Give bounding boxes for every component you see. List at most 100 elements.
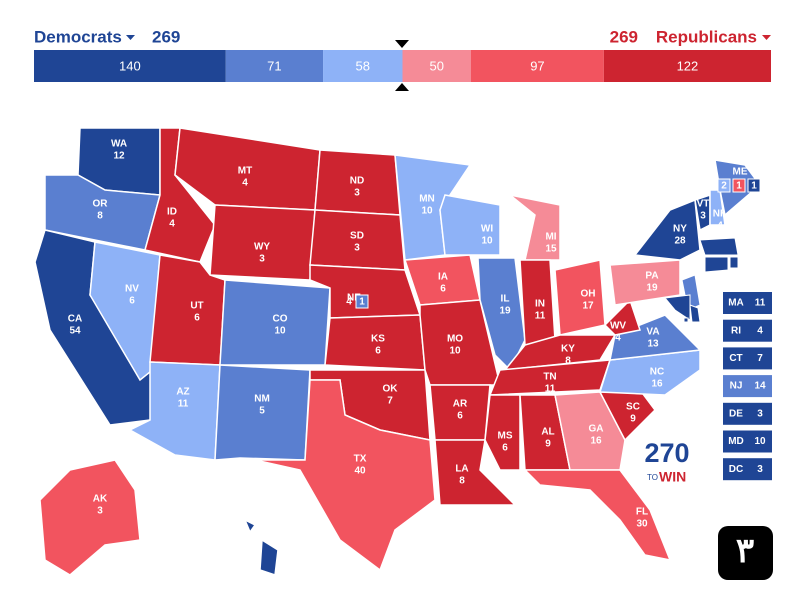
- small-state-votes: 3: [757, 464, 763, 475]
- state-shape: [39, 459, 141, 576]
- state-shape: [214, 364, 311, 461]
- ratings-bar: 140 71 58 50 97 122: [34, 50, 771, 82]
- state-label: LA: [455, 464, 468, 475]
- state-votes: 15: [545, 244, 557, 255]
- rating-segment: [34, 50, 226, 82]
- state-label: SD: [350, 231, 364, 242]
- state-votes: 6: [375, 346, 381, 357]
- state-votes: 8: [97, 211, 103, 222]
- logo-to: TO: [647, 473, 658, 482]
- state-votes: 13: [647, 339, 659, 350]
- state-votes: 7: [387, 396, 393, 407]
- small-state-box: [723, 319, 772, 342]
- state-label: CA: [68, 314, 82, 325]
- state-label: FL: [636, 507, 648, 518]
- small-state-label: CT: [729, 353, 742, 364]
- state-votes: 4: [346, 297, 352, 308]
- midpoint-marker: [395, 83, 409, 91]
- state-votes: 6: [194, 313, 200, 324]
- state-label: NE: [347, 293, 361, 304]
- state-votes: 19: [646, 283, 658, 294]
- state-votes: 3: [354, 243, 360, 254]
- state-label: IA: [438, 272, 448, 283]
- state-votes: 4: [169, 219, 175, 230]
- state-shape: [689, 304, 701, 323]
- state-votes: 3: [97, 506, 103, 517]
- state-votes: 4: [717, 221, 723, 232]
- rating-segment: [323, 50, 403, 82]
- state-label: NC: [650, 367, 664, 378]
- state-label: NH: [713, 209, 727, 220]
- state-label: AR: [453, 399, 468, 410]
- state-label: SC: [626, 402, 640, 413]
- state-votes: 40: [354, 466, 366, 477]
- democrats-total: 269: [152, 27, 180, 46]
- state-label: WV: [610, 321, 626, 332]
- state-votes: 6: [129, 296, 135, 307]
- state-label: VT: [697, 199, 710, 210]
- rating-count: 58: [356, 58, 370, 73]
- state-label: TN: [543, 372, 556, 383]
- democrats-label[interactable]: Democrats: [34, 27, 122, 46]
- state-label: KY: [561, 344, 575, 355]
- state-label: TX: [354, 454, 367, 465]
- state-shape: [664, 294, 691, 321]
- dropdown-arrow[interactable]: [126, 35, 135, 40]
- small-state-label: RI: [731, 325, 741, 336]
- rating-segment: [402, 50, 471, 82]
- state-shape: [699, 237, 739, 256]
- state-label: WA: [111, 139, 127, 150]
- state-votes: 11: [178, 399, 189, 410]
- state-votes: 8: [459, 476, 465, 487]
- state-votes: 4: [247, 554, 253, 565]
- republicans-label[interactable]: Republicans: [656, 27, 757, 46]
- state-votes: 9: [545, 439, 551, 450]
- state-label: IL: [501, 294, 510, 305]
- state-shape: [633, 198, 701, 261]
- small-state-votes: 14: [754, 381, 766, 392]
- district-box: [747, 178, 761, 193]
- rating-segment: [603, 50, 771, 82]
- state-shape: [439, 194, 501, 256]
- state-votes: 6: [457, 411, 463, 422]
- district-box: [732, 178, 746, 193]
- district-box: [717, 178, 731, 193]
- small-state-box: [723, 402, 772, 425]
- state-shape: [434, 439, 517, 506]
- state-label: AK: [93, 494, 108, 505]
- state-shape: [603, 298, 641, 336]
- state-label: GA: [589, 424, 604, 435]
- state-votes: 30: [636, 519, 648, 530]
- dropdown-arrow[interactable]: [762, 35, 771, 40]
- state-label: WY: [254, 242, 270, 253]
- state-shape: [243, 518, 257, 534]
- state-label: NM: [254, 394, 270, 405]
- state-shape: [729, 256, 739, 269]
- state-votes: 3: [259, 254, 265, 265]
- small-state-label: DE: [729, 408, 743, 419]
- small-state-votes: 3: [757, 408, 763, 419]
- state-shape: [254, 379, 436, 572]
- state-votes: 6: [502, 443, 508, 454]
- state-label: ID: [167, 207, 177, 218]
- state-label: NV: [125, 284, 139, 295]
- small-state-votes: 11: [755, 298, 766, 309]
- state-votes: 54: [69, 326, 81, 337]
- small-state-box: [723, 430, 772, 453]
- state-shape: [259, 538, 279, 577]
- badge-text: ٣: [736, 532, 754, 570]
- state-label: MS: [498, 431, 513, 442]
- state-label: MT: [238, 166, 252, 177]
- state-votes: 16: [590, 436, 602, 447]
- us-map: WA12OR8CA54NV6ID4MT4WY3UT6AZ11CO10NM5ND3…: [34, 127, 762, 577]
- small-state-box: [723, 375, 772, 398]
- state-votes: 9: [630, 414, 636, 425]
- state-votes: 4: [242, 178, 248, 189]
- small-state-label: DC: [729, 464, 743, 475]
- district-box: [355, 294, 369, 309]
- state-votes: 8: [565, 356, 571, 367]
- small-state-label: NJ: [730, 381, 743, 392]
- small-state-votes: 7: [757, 353, 763, 364]
